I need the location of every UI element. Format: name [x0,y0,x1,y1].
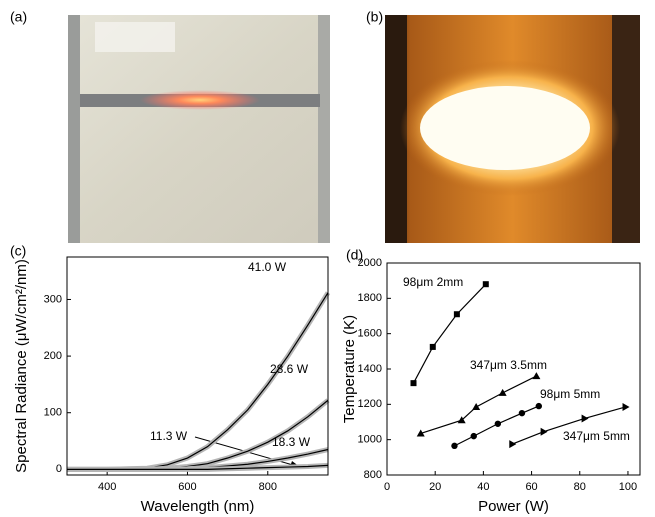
y-tick-label: 100 [44,407,62,419]
series-label: 98μm 2mm [403,275,463,289]
y-axis-label: Spectral Radiance (μW/cm²/nm) [13,259,30,473]
marker [457,416,466,424]
y-tick-label: 1800 [358,292,382,304]
photo-a [68,15,330,243]
x-tick-label: 800 [259,481,277,493]
y-tick-label: 300 [44,293,62,305]
x-tick-label: 100 [619,481,637,493]
marker [410,380,417,387]
x-tick-label: 0 [384,481,390,493]
series-label: 11.3 W [150,429,188,443]
marker [470,432,477,440]
marker [581,414,589,423]
series-label: 28.6 W [270,362,309,376]
marker [535,402,542,410]
x-axis-label: Power (W) [478,498,549,515]
y-tick-label: 1400 [358,363,382,375]
marker [482,281,489,288]
x-axis-label: Wavelength (nm) [141,498,255,515]
marker [540,427,548,436]
y-tick-label: 200 [44,350,62,362]
x-tick-label: 60 [525,481,537,493]
series-label: 98μm 5mm [540,387,600,401]
x-tick-label: 40 [477,481,489,493]
panel-label: (d) [346,247,363,263]
x-tick-label: 20 [429,481,441,493]
y-tick-label: 0 [56,463,62,475]
series-line [420,375,537,435]
marker [451,442,458,450]
x-tick-label: 600 [178,481,196,493]
photo-b [385,15,640,243]
x-tick-label: 80 [574,481,586,493]
series-label: 18.3 W [272,435,311,449]
marker [453,311,460,318]
marker [498,388,507,396]
marker [509,440,517,449]
panel-label: (b) [366,9,383,25]
panel-label: (c) [10,243,26,259]
y-tick-label: 2000 [358,257,382,269]
y-axis-label: Temperature (K) [341,315,358,423]
series-label: 347μm 3.5mm [470,358,547,372]
x-tick-label: 400 [98,481,116,493]
marker [472,402,481,410]
plot-frame [386,262,641,476]
marker [622,402,630,411]
marker [416,429,425,437]
y-tick-label: 1000 [358,434,382,446]
panel-label: (a) [10,9,27,25]
plot-frame [66,256,329,476]
series-label: 347μm 5mm [563,429,630,443]
series-label: 41.0 W [248,260,287,274]
series-line [412,283,487,384]
series-line [512,406,626,445]
marker [518,409,526,417]
marker [429,343,436,350]
y-tick-label: 1600 [358,328,382,340]
marker [532,372,541,380]
marker [494,420,502,427]
y-tick-label: 800 [364,469,382,481]
y-tick-label: 1200 [358,398,382,410]
series-line [67,464,329,470]
